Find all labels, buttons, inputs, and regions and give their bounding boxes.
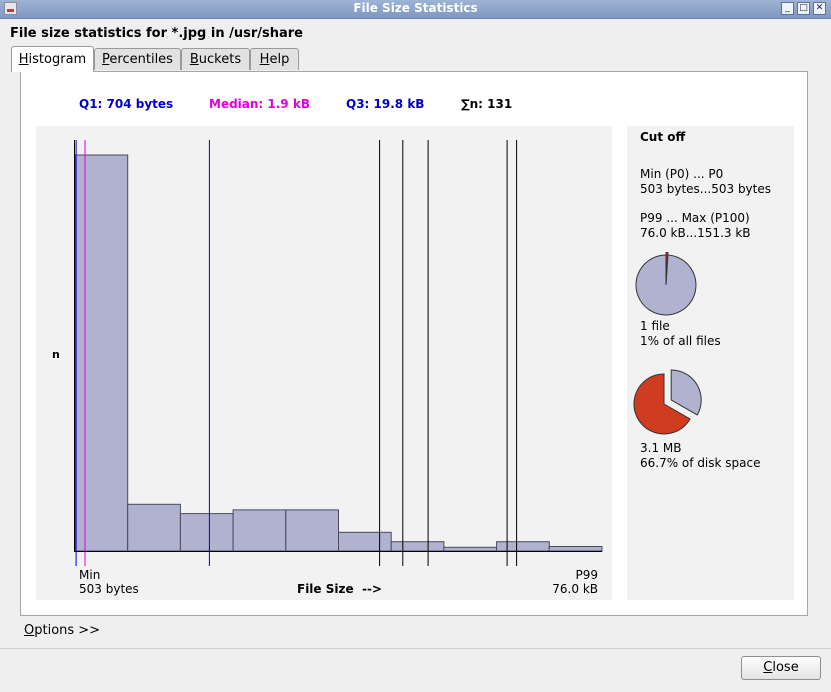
close-window-icon[interactable]: ✕ <box>813 2 826 15</box>
disk-pie-cutoff-slice <box>633 373 691 435</box>
histogram-bar <box>390 541 445 552</box>
q3-stat: Q3: 19.8 kB <box>346 97 425 111</box>
x-max-label: P99 <box>575 568 598 582</box>
x-axis-label: File Size --> <box>297 582 382 596</box>
histogram-bar <box>443 546 498 552</box>
q1-stat: Q1: 704 bytes <box>79 97 174 111</box>
histogram-svg: n Min 503 bytes File Size --> P99 76.0 k… <box>52 140 603 596</box>
histogram-bar <box>127 503 181 552</box>
x-min-value: 503 bytes <box>79 582 139 596</box>
files-pie-rest-slice <box>635 254 697 316</box>
cutoff-min-label: Min (P0) ... P0 <box>640 167 724 181</box>
app-icon <box>4 2 17 15</box>
cutoff-disk-size: 3.1 MB <box>640 441 682 455</box>
histogram-bar <box>496 541 550 552</box>
close-button[interactable]: Close <box>741 656 821 680</box>
histogram-bar <box>548 546 603 552</box>
files-pie-cutoff-slice <box>665 252 669 283</box>
minimize-icon[interactable]: _ <box>781 2 794 15</box>
cutoff-max-value: 76.0 kB...151.3 kB <box>640 226 751 240</box>
tab-buckets[interactable]: Buckets <box>181 48 250 70</box>
options-toggle[interactable]: Options >> <box>24 623 101 638</box>
title-bar: File Size Statistics _ □ ✕ <box>0 0 831 19</box>
disk-pie-rest-slice <box>670 369 702 416</box>
files-pie-chart <box>635 252 697 316</box>
divider <box>0 648 831 649</box>
tab-percentiles[interactable]: Percentiles <box>94 48 181 70</box>
cutoff-files-count: 1 file <box>640 319 670 333</box>
x-max-value: 76.0 kB <box>552 582 598 596</box>
disk-pie-chart <box>633 369 702 435</box>
histogram-bar <box>179 513 234 552</box>
cutoff-panel: Cut off Min (P0) ... P0 503 bytes...503 … <box>627 126 794 600</box>
page-title: File size statistics for *.jpg in /usr/s… <box>10 26 303 41</box>
cutoff-title: Cut off <box>640 130 686 144</box>
count-stat: ∑n: 131 <box>461 97 513 111</box>
histogram-chart: n Min 503 bytes File Size --> P99 76.0 k… <box>36 126 612 600</box>
cutoff-max-label: P99 ... Max (P100) <box>640 211 750 225</box>
window-title: File Size Statistics <box>353 1 478 15</box>
x-min-label: Min <box>79 568 100 582</box>
tab-histogram[interactable]: Histogram <box>11 46 94 72</box>
cutoff-disk-percent: 66.7% of disk space <box>640 456 761 470</box>
cutoff-min-value: 503 bytes...503 bytes <box>640 182 771 196</box>
histogram-bar <box>74 154 129 552</box>
maximize-icon[interactable]: □ <box>797 2 810 15</box>
histogram-bar <box>285 509 340 552</box>
tab-help[interactable]: Help <box>250 48 299 70</box>
histogram-bar <box>232 509 287 552</box>
median-stat: Median: 1.9 kB <box>209 97 310 111</box>
histogram-bar <box>338 531 392 552</box>
y-axis-label: n <box>52 348 60 361</box>
cutoff-files-percent: 1% of all files <box>640 334 721 348</box>
